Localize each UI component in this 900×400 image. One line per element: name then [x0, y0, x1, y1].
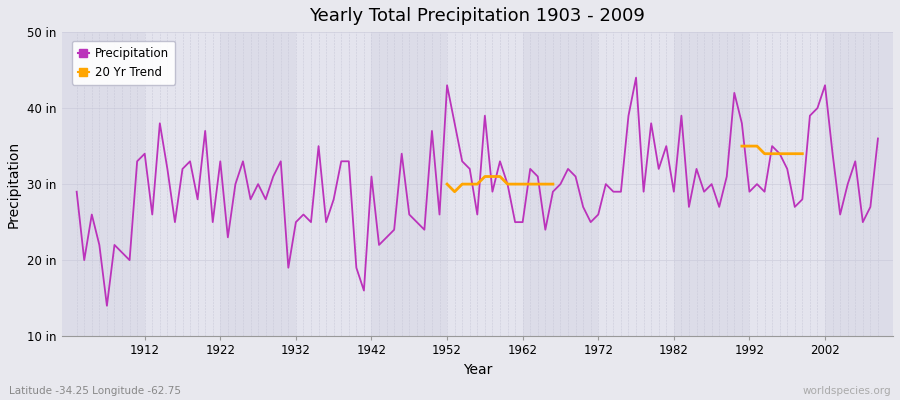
Bar — [523, 32, 598, 336]
Y-axis label: Precipitation: Precipitation — [7, 140, 21, 228]
X-axis label: Year: Year — [463, 363, 492, 377]
Bar — [598, 32, 674, 336]
Bar — [372, 32, 447, 336]
Bar — [825, 32, 893, 336]
Bar — [220, 32, 296, 336]
Bar — [61, 32, 145, 336]
Bar — [674, 32, 750, 336]
Bar — [145, 32, 220, 336]
Text: Latitude -34.25 Longitude -62.75: Latitude -34.25 Longitude -62.75 — [9, 386, 181, 396]
Bar — [447, 32, 523, 336]
Text: worldspecies.org: worldspecies.org — [803, 386, 891, 396]
Legend: Precipitation, 20 Yr Trend: Precipitation, 20 Yr Trend — [72, 41, 176, 85]
Bar — [750, 32, 825, 336]
Bar — [296, 32, 372, 336]
Title: Yearly Total Precipitation 1903 - 2009: Yearly Total Precipitation 1903 - 2009 — [310, 7, 645, 25]
